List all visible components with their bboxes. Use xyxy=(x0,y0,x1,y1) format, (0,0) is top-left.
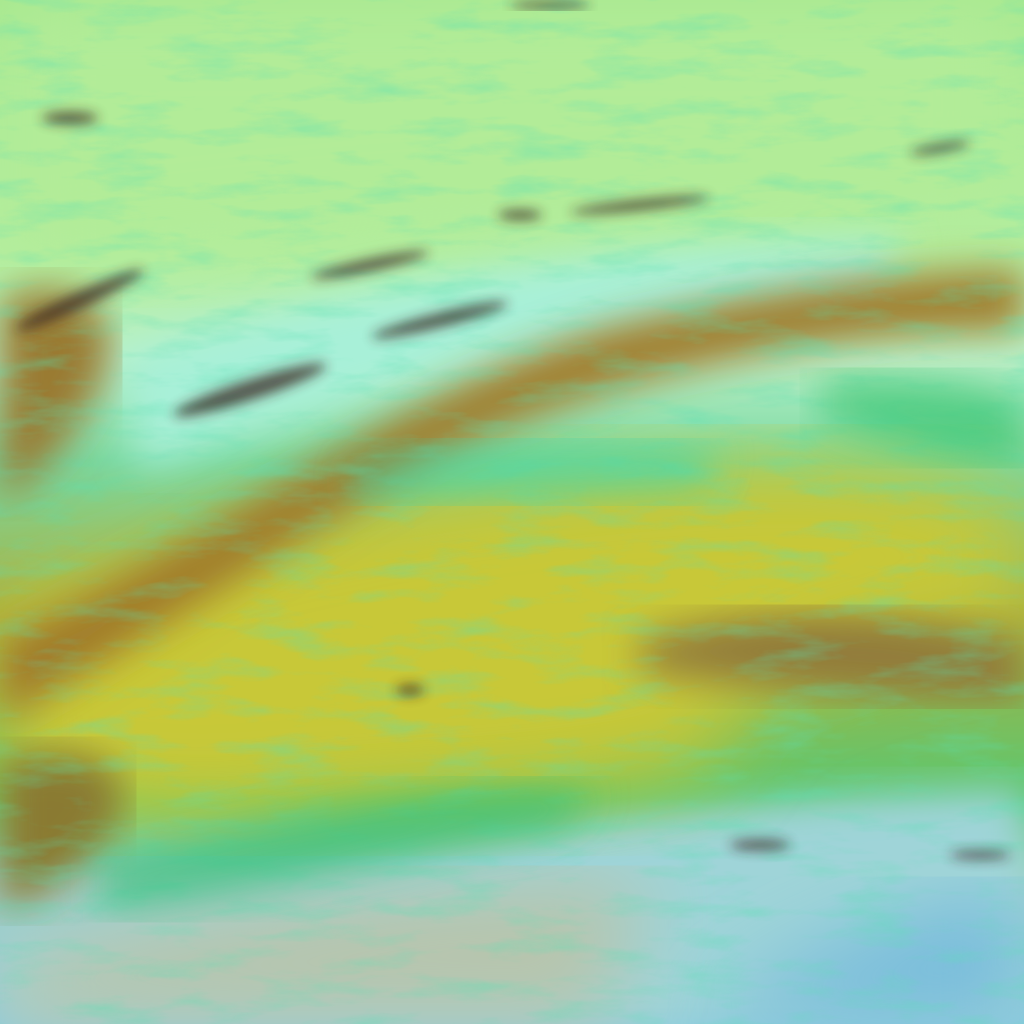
green-right xyxy=(820,376,1024,460)
top-shadow xyxy=(510,0,590,10)
green-edge xyxy=(100,788,600,910)
cloud-shadows xyxy=(16,112,1010,859)
teal-patch xyxy=(350,444,720,500)
